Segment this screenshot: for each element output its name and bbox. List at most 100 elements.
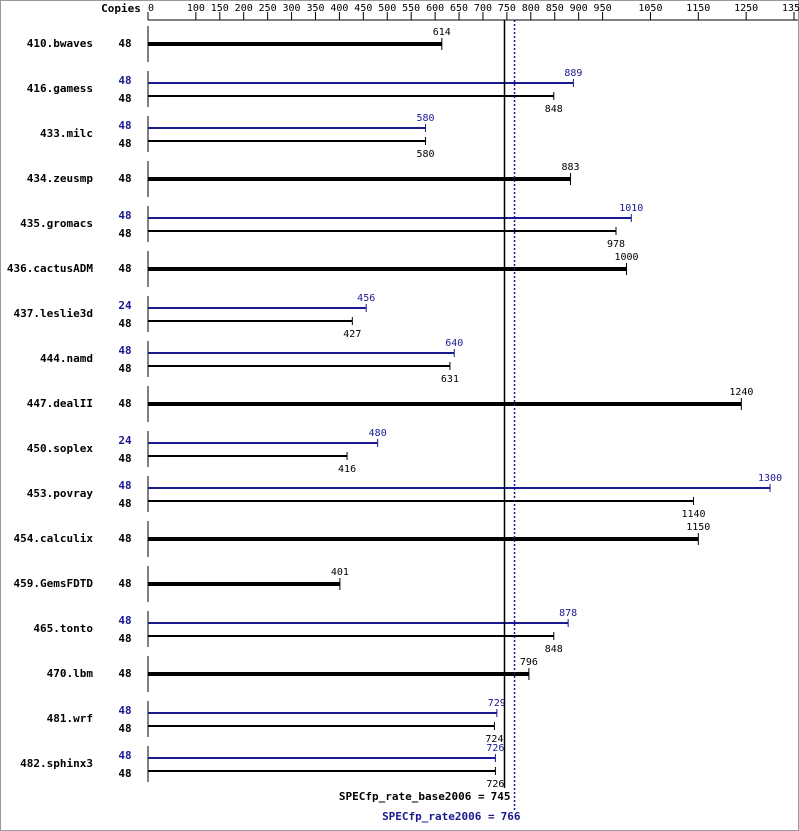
benchmark-name: 434.zeusmp (27, 172, 94, 185)
copies: 48 (118, 397, 131, 410)
value-label: 614 (433, 27, 451, 38)
value-label: 724 (485, 734, 503, 745)
benchmark-name: 444.namd (40, 352, 93, 365)
copies: 48 (118, 767, 131, 780)
x-tick-label: 0 (148, 3, 154, 14)
value-label: 796 (520, 657, 538, 668)
x-tick-label: 1350 (782, 3, 799, 14)
reference-label-text: SPECfp_rate_base2006 = (339, 790, 485, 803)
x-tick-label: 700 (474, 3, 492, 14)
benchmark-name: 470.lbm (47, 667, 94, 680)
x-tick-label: 800 (522, 3, 540, 14)
benchmark-name: 482.sphinx3 (20, 757, 93, 770)
peak-copies: 24 (118, 434, 132, 447)
value-label: 1140 (681, 509, 705, 520)
benchmark-name: 454.calculix (14, 532, 94, 545)
value-label: 883 (562, 162, 580, 173)
x-tick-label: 1050 (638, 3, 662, 14)
x-tick-label: 100 (187, 3, 205, 14)
benchmark-name: 465.tonto (33, 622, 93, 635)
reference-value: 766 (501, 810, 521, 823)
x-tick-label: 550 (402, 3, 420, 14)
peak-copies: 48 (118, 209, 131, 222)
peak-copies: 48 (118, 479, 131, 492)
reference-label: SPECfp_rate_base2006 = 745 (339, 790, 511, 803)
x-tick-label: 450 (354, 3, 372, 14)
x-tick-label: 400 (330, 3, 348, 14)
copies: 48 (118, 667, 131, 680)
peak-copies: 48 (118, 749, 131, 762)
x-tick-label: 350 (306, 3, 324, 14)
x-tick-label: 1150 (686, 3, 710, 14)
x-tick-label: 250 (259, 3, 277, 14)
value-label: 726 (486, 779, 504, 790)
reference-label-text: SPECfp_rate2006 = (382, 810, 495, 823)
x-tick-label: 1250 (734, 3, 758, 14)
peak-copies: 48 (118, 119, 131, 132)
copies: 48 (118, 37, 131, 50)
peak-value-label: 456 (357, 293, 375, 304)
peak-copies: 48 (118, 614, 131, 627)
x-tick-label: 750 (498, 3, 516, 14)
benchmark-name: 437.leslie3d (14, 307, 93, 320)
value-label: 427 (343, 329, 361, 340)
peak-value-label: 1010 (619, 203, 643, 214)
x-tick-label: 600 (426, 3, 444, 14)
benchmark-name: 410.bwaves (27, 37, 93, 50)
value-label: 416 (338, 464, 356, 475)
reference-value: 745 (491, 790, 511, 803)
value-label: 1000 (614, 252, 638, 263)
benchmark-name: 447.dealII (27, 397, 93, 410)
copies: 48 (118, 722, 131, 735)
copies: 48 (118, 262, 131, 275)
peak-value-label: 480 (369, 428, 387, 439)
copies: 48 (118, 172, 131, 185)
copies: 48 (118, 227, 131, 240)
benchmark-name: 433.milc (40, 127, 93, 140)
peak-value-label: 1300 (758, 473, 782, 484)
value-label: 1150 (686, 522, 710, 533)
x-tick-label: 300 (283, 3, 301, 14)
peak-value-label: 729 (488, 698, 506, 709)
peak-copies: 48 (118, 74, 131, 87)
copies: 48 (118, 137, 131, 150)
x-tick-label: 500 (378, 3, 396, 14)
copies-header: Copies (101, 2, 141, 15)
value-label: 848 (545, 104, 563, 115)
reference-label: SPECfp_rate2006 = 766 (382, 810, 521, 823)
benchmark-name: 435.gromacs (20, 217, 93, 230)
copies: 48 (118, 92, 131, 105)
peak-value-label: 580 (417, 113, 435, 124)
benchmark-name: 459.GemsFDTD (14, 577, 94, 590)
peak-value-label: 878 (559, 608, 577, 619)
value-label: 848 (545, 644, 563, 655)
copies: 48 (118, 362, 131, 375)
copies: 48 (118, 577, 131, 590)
benchmark-name: 450.soplex (27, 442, 94, 455)
benchmark-name: 416.gamess (27, 82, 93, 95)
peak-value-label: 640 (445, 338, 463, 349)
value-label: 1240 (729, 387, 753, 398)
x-tick-label: 850 (546, 3, 564, 14)
benchmark-name: 481.wrf (47, 712, 93, 725)
copies: 48 (118, 532, 131, 545)
value-label: 580 (417, 149, 435, 160)
x-tick-label: 650 (450, 3, 468, 14)
peak-value-label: 889 (564, 68, 582, 79)
value-label: 978 (607, 239, 625, 250)
peak-copies: 24 (118, 299, 132, 312)
peak-copies: 48 (118, 704, 131, 717)
benchmark-name: 453.povray (27, 487, 94, 500)
copies: 48 (118, 452, 131, 465)
value-label: 631 (441, 374, 459, 385)
peak-value-label: 726 (486, 743, 504, 754)
peak-copies: 48 (118, 344, 131, 357)
x-tick-label: 900 (570, 3, 588, 14)
x-tick-label: 150 (211, 3, 229, 14)
benchmark-name: 436.cactusADM (7, 262, 93, 275)
copies: 48 (118, 317, 131, 330)
x-tick-label: 200 (235, 3, 253, 14)
copies: 48 (118, 632, 131, 645)
